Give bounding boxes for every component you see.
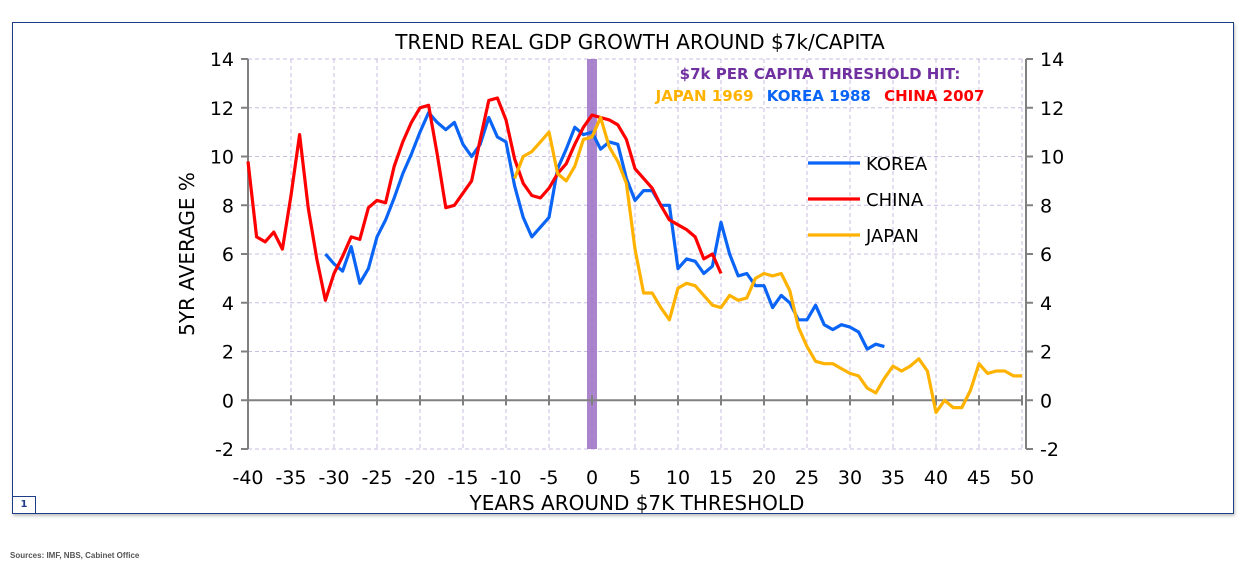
- x-tick-label: 0: [586, 467, 598, 489]
- x-tick-label: -30: [318, 467, 349, 489]
- legend-label-korea: KOREA: [866, 154, 928, 175]
- series-line-korea: [324, 110, 885, 351]
- y-tick-label-left: 14: [210, 49, 234, 71]
- series-layer: [246, 96, 1022, 414]
- annotation-korea: KOREA 1988: [767, 87, 871, 105]
- y-tick-label-left: 0: [222, 390, 234, 412]
- y-tick-label-right: 2: [1040, 342, 1052, 364]
- y-tick-label-right: 8: [1040, 195, 1052, 217]
- y-tick-label-right: 12: [1040, 98, 1064, 120]
- x-tick-label: -20: [404, 467, 435, 489]
- x-tick-label: 45: [967, 467, 991, 489]
- page-number: 1: [12, 496, 36, 514]
- x-tick-label: -40: [232, 467, 263, 489]
- x-tick-label: -5: [540, 467, 559, 489]
- legend-label-japan: JAPAN: [865, 226, 919, 247]
- annotation-heading: $7k PER CAPITA THRESHOLD HIT:: [680, 65, 961, 83]
- series-line-china: [246, 96, 723, 302]
- y-tick-label-left: 12: [210, 98, 234, 120]
- x-tick-label: 50: [1010, 467, 1034, 489]
- x-tick-label: 20: [752, 467, 776, 489]
- y-tick-label-right: 0: [1040, 390, 1052, 412]
- x-axis-title: YEARS AROUND $7K THRESHOLD: [469, 491, 805, 515]
- y-tick-label-right: 10: [1040, 147, 1064, 169]
- legend: KOREA CHINA JAPAN: [808, 154, 928, 247]
- y-tick-label-right: -2: [1040, 439, 1059, 461]
- x-tick-label: 30: [838, 467, 862, 489]
- x-tick-label: 25: [795, 467, 819, 489]
- x-tick-label: 15: [709, 467, 733, 489]
- x-tick-label: -25: [361, 467, 392, 489]
- x-tick-label: -15: [447, 467, 478, 489]
- y-tick-label-left: 4: [222, 293, 234, 315]
- annotation-china: CHINA 2007: [884, 87, 984, 105]
- x-tick-label: 5: [629, 467, 641, 489]
- y-tick-label-right: 4: [1040, 293, 1052, 315]
- chart-title: TREND REAL GDP GROWTH AROUND $7k/CAPITA: [394, 30, 885, 54]
- y-tick-label-left: 6: [222, 244, 234, 266]
- y-tick-label-right: 6: [1040, 244, 1052, 266]
- annotation-items: JAPAN 1969 KOREA 1988 CHINA 2007: [655, 87, 985, 105]
- y-axis-title: 5YR AVERAGE %: [175, 172, 199, 336]
- y-tick-label-left: 10: [210, 147, 234, 169]
- threshold-annotation: $7k PER CAPITA THRESHOLD HIT: JAPAN 1969…: [655, 65, 985, 105]
- x-tick-label: -10: [490, 467, 521, 489]
- y-tick-label-left: -2: [215, 439, 234, 461]
- chart-frame: [12, 22, 1234, 514]
- threshold-marker: [587, 59, 597, 449]
- series-line-japan: [513, 115, 1022, 414]
- x-tick-label: -35: [275, 467, 306, 489]
- annotation-japan: JAPAN 1969: [655, 87, 754, 105]
- x-tick-label: 35: [881, 467, 905, 489]
- legend-label-china: CHINA: [866, 190, 924, 211]
- y-tick-label-left: 2: [222, 342, 234, 364]
- sources-note: Sources: IMF, NBS, Cabinet Office: [10, 551, 140, 560]
- x-tick-label: 40: [924, 467, 948, 489]
- x-tick-label: 10: [666, 467, 690, 489]
- y-tick-label-left: 8: [222, 195, 234, 217]
- y-tick-label-right: 14: [1040, 49, 1064, 71]
